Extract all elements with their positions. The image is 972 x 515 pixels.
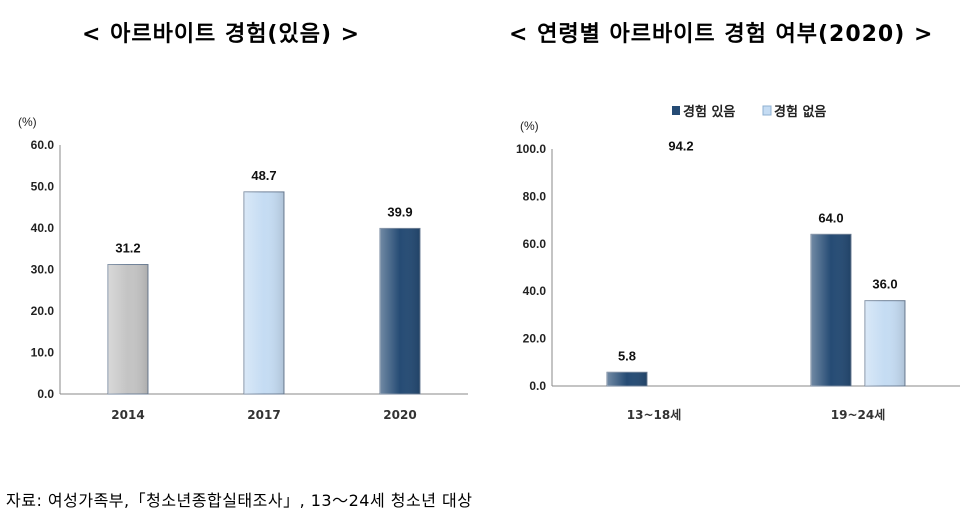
legend-label-not-experienced: 경험 없음 bbox=[774, 104, 826, 120]
legend-swatch-experienced bbox=[672, 106, 680, 115]
chart-title-by-age: < 연령별 아르바이트 경험 여부(2020) > bbox=[509, 22, 934, 47]
left-value-label: 48.7 bbox=[251, 168, 276, 183]
left-bar-2020-shade bbox=[380, 228, 420, 394]
right-value-label: 94.2 bbox=[668, 139, 693, 154]
right-y-tick: 60.0 bbox=[523, 237, 547, 251]
right-y-tick: 80.0 bbox=[523, 189, 547, 203]
left-y-tick: 10.0 bbox=[31, 346, 55, 360]
right-bar-19~24세-경험 없음 bbox=[864, 300, 906, 387]
left-bar-2020 bbox=[379, 227, 421, 395]
left-value-label: 39.9 bbox=[387, 204, 412, 219]
left-bar-2014 bbox=[107, 264, 149, 395]
left-y-tick: 40.0 bbox=[31, 221, 55, 235]
chart-title-experience: < 아르바이트 경험(있음) > bbox=[82, 22, 361, 47]
left-value-label: 31.2 bbox=[115, 241, 140, 256]
legend: 경험 있음 경험 없음 bbox=[672, 104, 826, 120]
left-bar-2017 bbox=[243, 191, 285, 395]
right-unit-label: (%) bbox=[520, 119, 539, 133]
left-bar-2014-shade bbox=[108, 264, 148, 394]
left-category-label: 2017 bbox=[247, 408, 280, 422]
left-y-tick: 60.0 bbox=[31, 138, 55, 152]
legend-swatch-not-experienced bbox=[762, 105, 772, 116]
right-y-tick: 40.0 bbox=[523, 284, 547, 298]
left-category-label: 2020 bbox=[383, 408, 416, 422]
right-value-label: 64.0 bbox=[818, 210, 843, 225]
right-bar-19~24세-경험 있음-shade bbox=[811, 234, 851, 386]
right-category-label: 19~24세 bbox=[831, 407, 886, 422]
right-bar-19~24세-경험 없음-shade bbox=[865, 300, 905, 386]
left-y-tick: 50.0 bbox=[31, 180, 55, 194]
legend-label-experienced: 경험 있음 bbox=[683, 104, 735, 120]
right-value-label: 36.0 bbox=[872, 277, 897, 292]
right-y-tick: 0.0 bbox=[529, 379, 546, 393]
left-bar-2017-shade bbox=[244, 191, 284, 394]
right-bar-13~18세-경험 있음-shade bbox=[607, 372, 647, 386]
left-y-tick: 20.0 bbox=[31, 304, 55, 318]
right-y-tick: 20.0 bbox=[523, 332, 547, 346]
right-bar-19~24세-경험 있음 bbox=[810, 233, 852, 387]
right-category-label: 13~18세 bbox=[627, 407, 682, 422]
source-note: 자료: 여성가족부,「청소년종합실태조사」, 13～24세 청소년 대상 bbox=[6, 491, 473, 510]
right-y-tick: 100.0 bbox=[516, 142, 546, 156]
left-y-tick: 30.0 bbox=[31, 263, 55, 277]
right-value-label: 5.8 bbox=[618, 348, 636, 363]
left-unit-label: (%) bbox=[18, 115, 37, 129]
left-category-label: 2014 bbox=[111, 408, 144, 422]
right-bar-13~18세-경험 있음 bbox=[606, 371, 648, 387]
left-y-tick: 0.0 bbox=[37, 387, 54, 401]
